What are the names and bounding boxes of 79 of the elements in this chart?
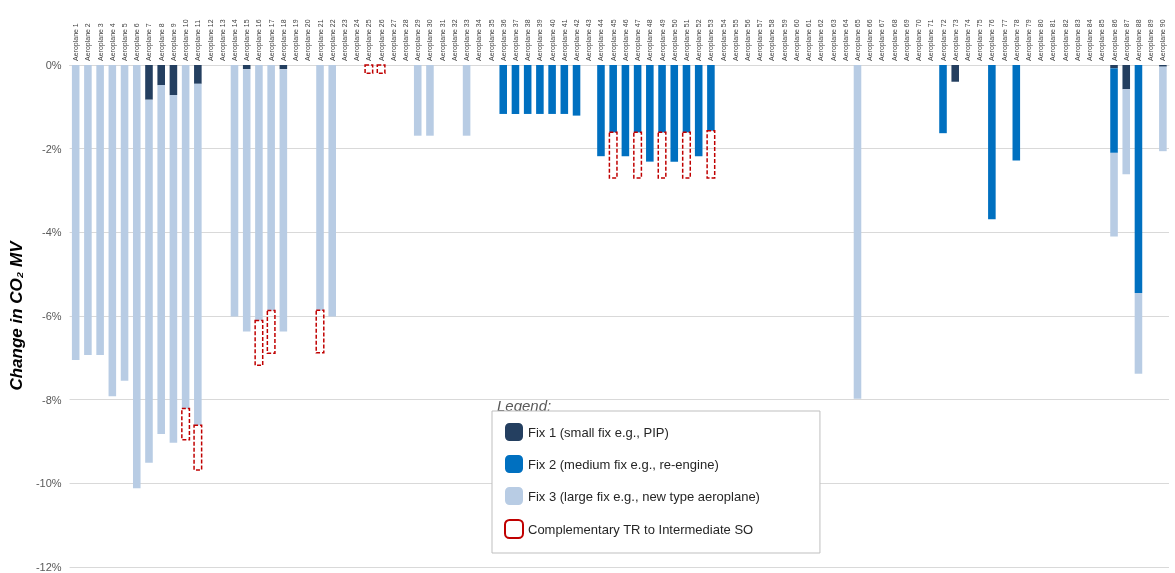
bar xyxy=(939,65,947,134)
bar xyxy=(633,131,643,179)
bar xyxy=(267,65,275,311)
bar xyxy=(536,65,544,114)
bar xyxy=(523,65,532,114)
bar xyxy=(181,65,190,409)
bar xyxy=(548,65,556,114)
bar xyxy=(694,65,703,157)
bar xyxy=(1122,65,1131,90)
bar xyxy=(315,309,325,354)
bar xyxy=(951,65,960,82)
bar xyxy=(1134,65,1143,293)
y-tick-label: -10% xyxy=(35,477,62,490)
bar xyxy=(145,99,153,463)
legend-label: Fix 1 (small fix e.g., PIP) xyxy=(528,424,669,440)
legend-label: Complementary TR to Intermediate SO xyxy=(528,521,754,537)
y-tick-label: -4% xyxy=(42,226,62,239)
bar xyxy=(597,65,605,157)
bar xyxy=(1159,66,1167,152)
y-tick-label: 0% xyxy=(45,59,62,71)
bar xyxy=(1134,292,1143,374)
bar xyxy=(316,65,324,311)
bar xyxy=(255,65,263,321)
bar xyxy=(560,65,569,114)
y-tick-label: -12% xyxy=(35,561,62,573)
bar xyxy=(145,65,153,100)
bar xyxy=(988,65,996,220)
bar xyxy=(279,69,288,332)
bar xyxy=(633,65,642,133)
bar xyxy=(608,131,618,179)
bar xyxy=(328,65,337,317)
bar xyxy=(193,424,203,471)
bar xyxy=(1110,68,1118,153)
bar xyxy=(682,65,691,133)
bar xyxy=(681,131,692,179)
bar xyxy=(707,65,715,131)
bar xyxy=(194,65,202,84)
bar xyxy=(157,85,165,434)
bar xyxy=(572,65,581,116)
bar xyxy=(376,64,386,75)
bar xyxy=(706,129,716,179)
bar xyxy=(254,319,264,367)
y-tick-label: -2% xyxy=(42,142,62,155)
bar xyxy=(413,65,422,136)
bar xyxy=(157,65,165,86)
bar xyxy=(169,95,178,443)
bar xyxy=(1110,152,1118,237)
bar xyxy=(132,65,141,489)
bar xyxy=(462,65,471,136)
bar xyxy=(1110,65,1118,69)
bar xyxy=(609,65,617,133)
y-tick-label: -6% xyxy=(42,310,62,322)
bar xyxy=(120,65,129,381)
bar xyxy=(658,65,666,133)
bar xyxy=(646,65,654,162)
bar xyxy=(71,65,80,360)
bar xyxy=(108,65,117,397)
legend-label: Fix 3 (large fix e.g., new type aeroplane) xyxy=(528,488,760,504)
bar xyxy=(499,65,508,114)
bar xyxy=(181,407,191,441)
legend-label: Fix 2 (medium fix e.g., re-engine) xyxy=(528,456,719,472)
bar xyxy=(621,65,630,157)
bar xyxy=(169,65,178,96)
bar xyxy=(1012,65,1021,161)
bar xyxy=(657,131,667,179)
bar xyxy=(670,65,679,162)
bar xyxy=(364,64,374,75)
bar xyxy=(230,65,239,317)
bar xyxy=(266,309,276,354)
bar xyxy=(194,83,202,426)
bar xyxy=(96,65,104,355)
bar xyxy=(426,65,434,136)
bar xyxy=(853,65,862,399)
bar xyxy=(511,65,520,114)
y-axis-title: Change in CO₂ MV xyxy=(7,239,26,391)
bar xyxy=(242,69,251,332)
bar xyxy=(84,65,92,355)
bar xyxy=(1122,89,1131,175)
y-tick-label: -8% xyxy=(42,393,62,406)
